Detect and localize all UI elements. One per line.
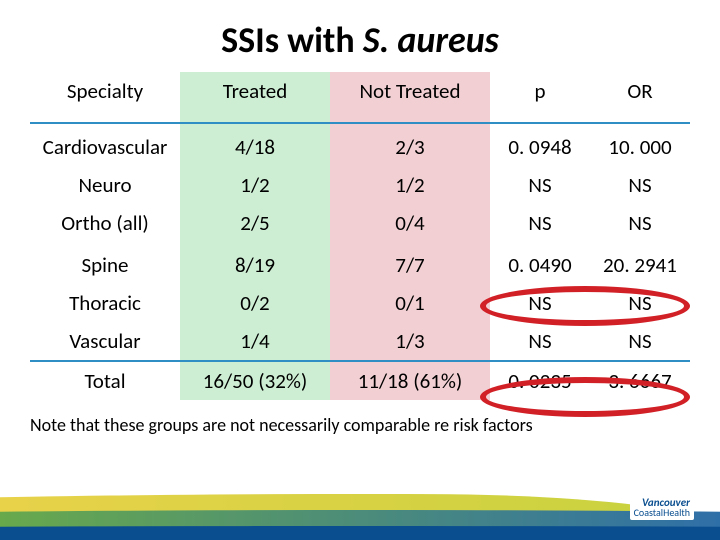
data-table: Specialty Treated Not Treated p OR Cardi… [30, 72, 690, 400]
cell-specialty: Thoracic [30, 284, 180, 322]
cell-treated: 0/2 [180, 284, 330, 322]
cell-p: NS [490, 322, 590, 361]
table-header-row: Specialty Treated Not Treated p OR [30, 72, 690, 123]
table-row: Ortho (all) 2/5 0/4 NS NS [30, 204, 690, 242]
cell-p: NS [490, 284, 590, 322]
cell-treated: 16/50 (32%) [180, 362, 330, 400]
cell-not-treated: 0/4 [330, 204, 490, 242]
table-row: Vascular 1/4 1/3 NS NS [30, 322, 690, 361]
cell-p: NS [490, 204, 590, 242]
title-plain: SSIs with [221, 18, 363, 62]
cell-not-treated: 0/1 [330, 284, 490, 322]
cell-or: NS [590, 322, 690, 361]
cell-or: NS [590, 166, 690, 204]
col-header-specialty: Specialty [30, 72, 180, 123]
footer-waves: Vancouver CoastalHealth [0, 486, 720, 540]
cell-treated: 4/18 [180, 124, 330, 166]
footnote: Note that these groups are not necessari… [0, 400, 720, 436]
cell-treated: 2/5 [180, 204, 330, 242]
cell-or: 3. 6667 [590, 362, 690, 400]
cell-specialty: Spine [30, 242, 180, 284]
table-row: Neuro 1/2 1/2 NS NS [30, 166, 690, 204]
table-row-total: Total 16/50 (32%) 11/18 (61%) 0. 0235 3.… [30, 362, 690, 400]
col-header-or: OR [590, 72, 690, 123]
cell-not-treated: 2/3 [330, 124, 490, 166]
cell-p: NS [490, 166, 590, 204]
cell-not-treated: 7/7 [330, 242, 490, 284]
table-row: Thoracic 0/2 0/1 NS NS [30, 284, 690, 322]
cell-or: NS [590, 204, 690, 242]
cell-specialty: Ortho (all) [30, 204, 180, 242]
cell-p: 0. 0235 [490, 362, 590, 400]
cell-specialty: Cardiovascular [30, 124, 180, 166]
cell-specialty: Total [30, 362, 180, 400]
cell-or: NS [590, 284, 690, 322]
slide-title: SSIs with S. aureus [0, 0, 720, 72]
cell-p: 0. 0490 [490, 242, 590, 284]
cell-or: 20. 2941 [590, 242, 690, 284]
cell-treated: 8/19 [180, 242, 330, 284]
col-header-treated: Treated [180, 72, 330, 123]
table-row: Spine 8/19 7/7 0. 0490 20. 2941 [30, 242, 690, 284]
logo-sub: CoastalHealth [634, 506, 690, 519]
cell-treated: 1/2 [180, 166, 330, 204]
table-row: Cardiovascular 4/18 2/3 0. 0948 10. 000 [30, 124, 690, 166]
title-italic: S. aureus [363, 18, 499, 62]
wave-bottom [0, 526, 720, 540]
cell-specialty: Vascular [30, 322, 180, 361]
cell-not-treated: 1/2 [330, 166, 490, 204]
cell-specialty: Neuro [30, 166, 180, 204]
col-header-p: p [490, 72, 590, 123]
cell-not-treated: 1/3 [330, 322, 490, 361]
cell-not-treated: 11/18 (61%) [330, 362, 490, 400]
cell-treated: 1/4 [180, 322, 330, 361]
cell-p: 0. 0948 [490, 124, 590, 166]
logo: Vancouver CoastalHealth [630, 495, 694, 520]
col-header-not-treated: Not Treated [330, 72, 490, 123]
cell-or: 10. 000 [590, 124, 690, 166]
